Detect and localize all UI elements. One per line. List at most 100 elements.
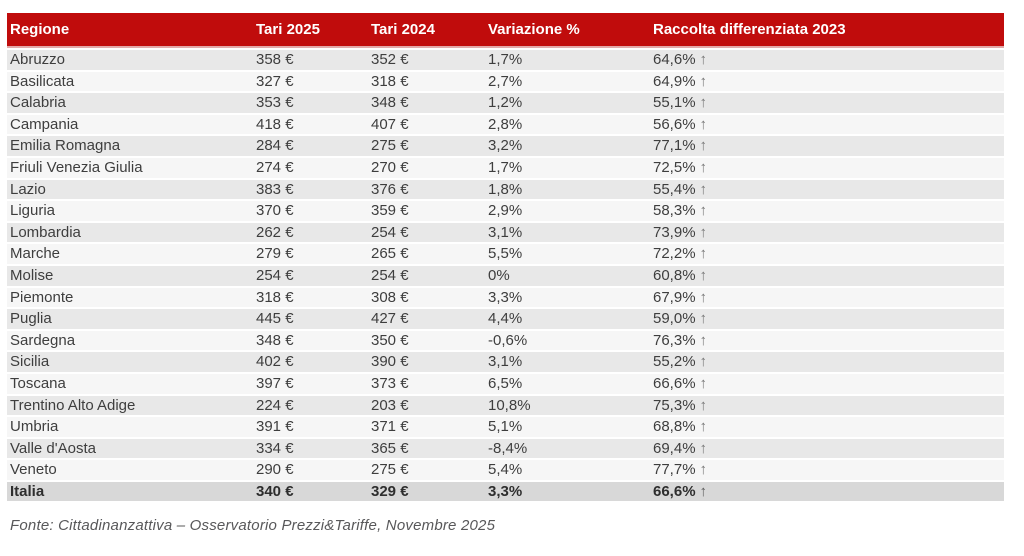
trend-up-icon: ↑ [699,482,708,500]
cell-tari-2024: 407 € [368,114,485,135]
cell-tari-2025: 391 € [253,417,368,437]
cell-tari-2024: 308 € [368,287,485,308]
trend-up-icon: ↑ [699,310,708,328]
raccolta-value: 60,8% [653,266,696,284]
cell-regione: Piemonte [7,287,253,308]
trend-up-icon: ↑ [699,439,708,457]
cell-variazione: 6,5% [485,373,650,394]
table-row: Piemonte 318 €308 €3,3% 67,9% ↑ [7,287,1004,308]
cell-tari-2025: 254 € [253,265,368,286]
cell-raccolta: 59,0% ↑ [650,309,1004,329]
cell-regione: Italia [7,481,253,502]
cell-tari-2024: 365 € [368,438,485,459]
trend-up-icon: ↑ [699,51,708,68]
trend-up-icon: ↑ [699,288,708,306]
cell-regione: Calabria [7,93,253,113]
cell-variazione: 2,7% [485,71,650,92]
cell-tari-2024: 203 € [368,395,485,416]
source-note: Fonte: Cittadinanzattiva – Osservatorio … [10,517,496,535]
column-header-tari-2025: Tari 2025 [253,13,368,48]
table-row: Umbria 391 €371 €5,1% 68,8% ↑ [7,417,1004,437]
cell-tari-2024: 329 € [368,481,485,502]
cell-tari-2024: 373 € [368,373,485,394]
cell-regione: Sardegna [7,330,253,351]
raccolta-value: 55,4% [653,180,696,198]
cell-tari-2024: 348 € [368,93,485,113]
table-body: Abruzzo 358 €352 €1,7% 64,6% ↑ Basilicata 327… [7,50,1004,480]
cell-variazione: 3,2% [485,136,650,156]
raccolta-value: 68,8% [653,418,696,436]
cell-raccolta: 55,4% ↑ [650,179,1004,200]
column-header-regione: Regione [7,13,253,48]
cell-tari-2024: 390 € [368,352,485,372]
cell-raccolta: 69,4% ↑ [650,438,1004,459]
cell-variazione: 1,7% [485,157,650,178]
cell-tari-2024: 352 € [368,50,485,70]
column-header-raccolta: Raccolta differenziata 2023 [650,13,1004,48]
cell-tari-2025: 318 € [253,287,368,308]
trend-up-icon: ↑ [699,353,708,371]
raccolta-value: 64,9% [653,72,696,90]
cell-variazione: -0,6% [485,330,650,351]
cell-tari-2025: 274 € [253,157,368,178]
cell-raccolta: 68,8% ↑ [650,417,1004,437]
cell-variazione: 3,3% [485,481,650,502]
trend-up-icon: ↑ [699,115,708,133]
table-row: Sicilia 402 €390 €3,1% 55,2% ↑ [7,352,1004,372]
cell-regione: Sicilia [7,352,253,372]
cell-raccolta: 77,7% ↑ [650,460,1004,480]
cell-regione: Basilicata [7,71,253,92]
trend-up-icon: ↑ [699,223,708,241]
cell-variazione: 1,2% [485,93,650,113]
table-row-italia: Italia 340 € 329 € 3,3% 66,6% ↑ [7,481,1004,502]
trend-up-icon: ↑ [699,94,708,112]
trend-up-icon: ↑ [699,396,708,414]
table-row: Puglia 445 €427 €4,4% 59,0% ↑ [7,309,1004,329]
cell-raccolta: 75,3% ↑ [650,395,1004,416]
table-footer: Italia 340 € 329 € 3,3% 66,6% ↑ [7,481,1004,502]
trend-up-icon: ↑ [699,180,708,198]
raccolta-value: 67,9% [653,288,696,306]
table-row: Valle d'Aosta 334 €365 € -8,4% 69,4% ↑ [7,438,1004,459]
table-row: Emilia Romagna 284 €275 €3,2% 77,1% ↑ [7,136,1004,156]
cell-regione: Puglia [7,309,253,329]
cell-tari-2024: 350 € [368,330,485,351]
raccolta-value: 59,0% [653,310,696,328]
cell-tari-2024: 427 € [368,309,485,329]
cell-raccolta: 77,1% ↑ [650,136,1004,156]
cell-raccolta: 66,6% ↑ [650,481,1004,502]
table-row: Campania 418 €407 €2,8% 56,6% ↑ [7,114,1004,135]
raccolta-value: 55,1% [653,94,696,112]
cell-variazione: -8,4% [485,438,650,459]
table-row: Friuli Venezia Giulia 274 €270 €1,7% 72,5%… [7,157,1004,178]
table-row: Sardegna 348 €350 € -0,6% 76,3% ↑ [7,330,1004,351]
cell-tari-2025: 348 € [253,330,368,351]
trend-up-icon: ↑ [699,202,708,220]
table-row: Marche 279 €265 €5,5% 72,2% ↑ [7,244,1004,264]
cell-tari-2024: 254 € [368,222,485,243]
raccolta-value: 55,2% [653,353,696,371]
cell-raccolta: 60,8% ↑ [650,265,1004,286]
cell-raccolta: 72,5% ↑ [650,157,1004,178]
raccolta-value: 66,6% [653,482,696,500]
cell-regione: Lazio [7,179,253,200]
cell-tari-2025: 358 € [253,50,368,70]
raccolta-value: 56,6% [653,115,696,133]
table-row: Lazio 383 €376 €1,8% 55,4% ↑ [7,179,1004,200]
cell-tari-2025: 445 € [253,309,368,329]
table-row: Toscana 397 €373 €6,5% 66,6% ↑ [7,373,1004,394]
cell-tari-2025: 279 € [253,244,368,264]
cell-tari-2025: 290 € [253,460,368,480]
cell-variazione: 5,4% [485,460,650,480]
cell-tari-2025: 383 € [253,179,368,200]
cell-raccolta: 76,3% ↑ [650,330,1004,351]
cell-raccolta: 72,2% ↑ [650,244,1004,264]
cell-regione: Valle d'Aosta [7,438,253,459]
cell-tari-2024: 270 € [368,157,485,178]
cell-tari-2025: 402 € [253,352,368,372]
raccolta-value: 69,4% [653,439,696,457]
cell-regione: Umbria [7,417,253,437]
cell-variazione: 1,7% [485,50,650,70]
raccolta-value: 72,2% [653,245,696,263]
